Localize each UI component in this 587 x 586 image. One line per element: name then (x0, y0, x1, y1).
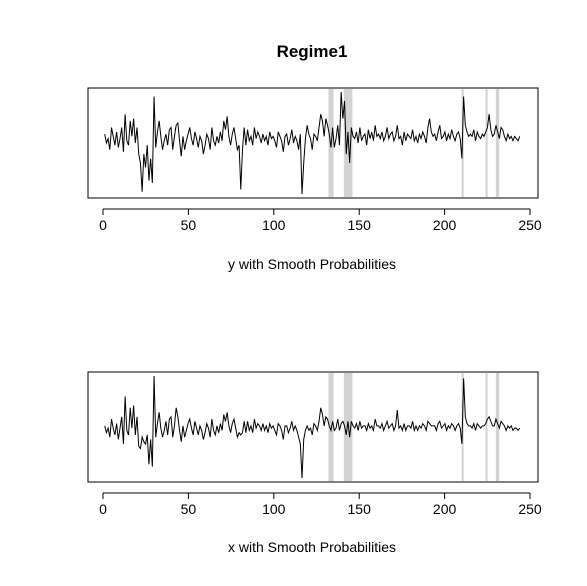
shaded-region-5 (495, 373, 500, 481)
plot-frame (87, 87, 539, 199)
plots-group: 0 50 100 150 200 250 y with Smooth Probabiliti… (87, 87, 542, 555)
panel-1: 0 50 100 150 200 250 y with Smooth Probabiliti… (87, 87, 542, 272)
shaded-region-1 (328, 373, 334, 481)
x-tick-label-100: 100 (262, 217, 286, 233)
x-axis-label: y with Smooth Probabilities (228, 256, 396, 272)
x-tick-label-100: 100 (262, 501, 286, 517)
x-tick-label-50: 50 (181, 501, 197, 517)
x-axis-label: x with Smooth Probabilities (228, 539, 396, 555)
x-tick-label-0: 0 (99, 217, 107, 233)
x-tick-label-150: 150 (348, 501, 372, 517)
shaded-region-4 (485, 89, 488, 197)
plot-frame (87, 371, 539, 483)
shaded-region-5 (495, 89, 500, 197)
series-line (104, 92, 521, 194)
panel-2: 0 50 100 150 200 250 x with Smooth Probabiliti… (87, 371, 542, 555)
x-tick-label-50: 50 (181, 217, 197, 233)
shaded-region-4 (485, 373, 488, 481)
x-tick-label-200: 200 (433, 217, 457, 233)
x-tick-label-250: 250 (518, 217, 542, 233)
x-tick-label-200: 200 (433, 501, 457, 517)
x-tick-label-250: 250 (518, 501, 542, 517)
x-tick-label-150: 150 (348, 217, 372, 233)
x-tick-label-0: 0 (99, 501, 107, 517)
figure-title: Regime1 (277, 42, 348, 61)
series-line (104, 376, 521, 478)
